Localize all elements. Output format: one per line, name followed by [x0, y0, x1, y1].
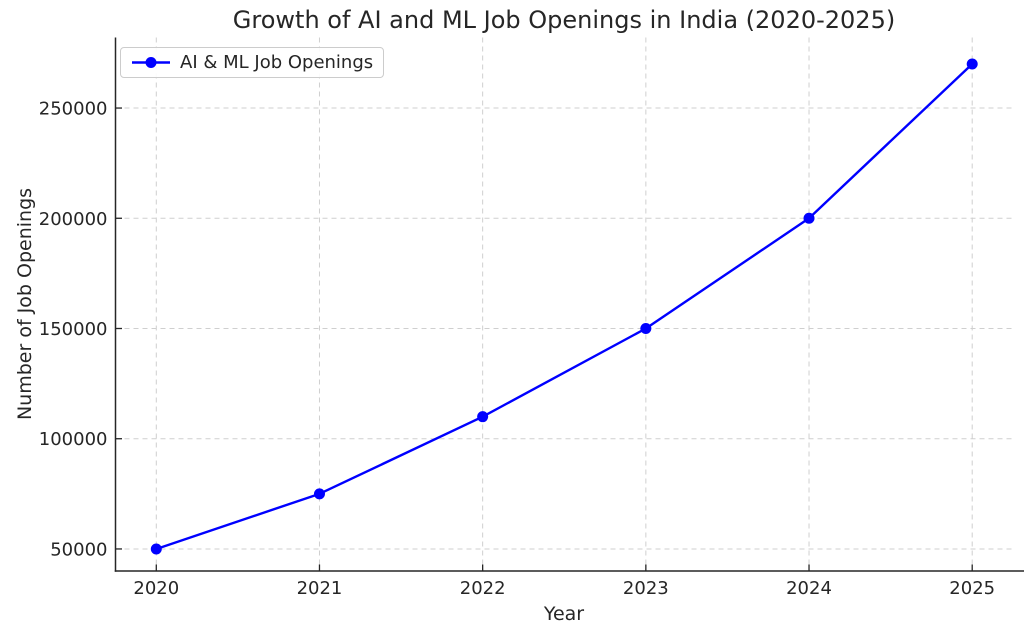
- legend: AI & ML Job Openings: [120, 47, 385, 78]
- x-tick-label: 2021: [297, 578, 343, 599]
- x-tick-label: 2022: [460, 578, 506, 599]
- y-tick-label: 200000: [39, 209, 108, 230]
- data-point: [477, 411, 489, 423]
- x-tick-label: 2020: [133, 578, 179, 599]
- data-point: [150, 543, 162, 555]
- chart-title: Growth of AI and ML Job Openings in Indi…: [232, 6, 896, 34]
- x-axis-label: Year: [543, 603, 585, 625]
- data-point: [803, 212, 815, 224]
- y-tick-label: 50000: [50, 539, 107, 560]
- x-tick-label: 2023: [623, 578, 669, 599]
- y-tick-label: 100000: [39, 429, 108, 450]
- y-tick-label: 150000: [39, 319, 108, 340]
- x-tick-label: 2024: [786, 578, 832, 599]
- y-axis-label: Number of Job Openings: [14, 187, 36, 421]
- data-point: [640, 323, 652, 334]
- data-point: [313, 488, 325, 500]
- legend-line-marker-icon: [132, 57, 170, 68]
- data-point: [966, 58, 978, 70]
- y-tick-label: 250000: [39, 99, 108, 120]
- x-tick-label: 2025: [949, 578, 995, 599]
- series-line: [155, 62, 974, 551]
- legend-label: AI & ML Job Openings: [180, 52, 374, 73]
